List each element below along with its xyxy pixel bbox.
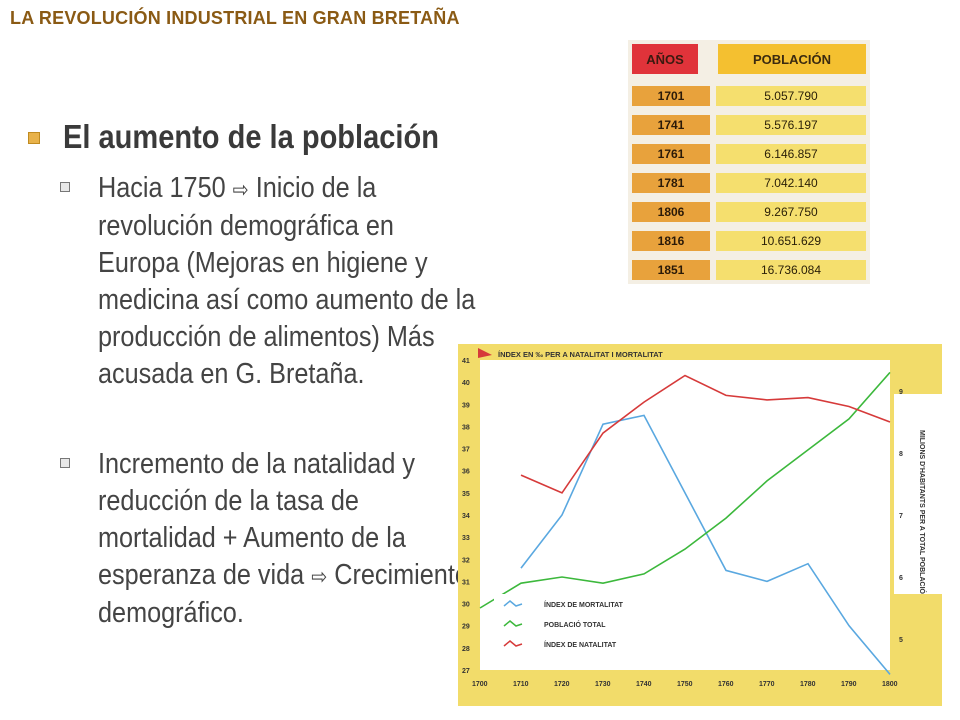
- chart-title: ÍNDEX EN ‰ PER A NATALITAT I MORTALITAT: [498, 350, 663, 359]
- legend-label: ÍNDEX DE MORTALITAT: [544, 600, 624, 609]
- x-tick-label: 1770: [759, 681, 775, 688]
- y-tick-label: 30: [462, 602, 470, 609]
- series-line-1: [479, 371, 891, 609]
- y-tick-label: 33: [462, 535, 470, 542]
- table-row: 1816 10.651.629: [628, 231, 870, 251]
- y-tick-label-right: 8: [899, 451, 903, 458]
- cell-population: 7.042.140: [716, 173, 866, 193]
- right-axis: 9 8 7 6 5: [899, 389, 903, 644]
- x-tick-label: 1720: [554, 681, 570, 688]
- arrow-right-icon: ⇨: [311, 564, 328, 589]
- cell-year: 1781: [632, 173, 710, 193]
- y-tick-label: 32: [462, 557, 470, 564]
- sub-bullet-1-text-a: Hacia 1750: [98, 172, 233, 204]
- table-row: 1781 7.042.140: [628, 173, 870, 193]
- sub-bullet-2-text: Incremento de la natalidad y reducción d…: [98, 446, 481, 632]
- cell-year: 1806: [632, 202, 710, 222]
- x-tick-label: 1790: [841, 681, 857, 688]
- cell-population: 10.651.629: [716, 231, 866, 251]
- cell-year: 1761: [632, 144, 710, 164]
- arrow-right-icon: ⇨: [232, 177, 249, 202]
- legend-swatch: [503, 640, 523, 647]
- demography-chart: ÍNDEX EN ‰ PER A NATALITAT I MORTALITAT …: [458, 344, 942, 706]
- x-tick-label: 1780: [800, 681, 816, 688]
- y-tick-label: 35: [462, 491, 470, 498]
- x-tick-label: 1730: [595, 681, 611, 688]
- y-tick-label: 29: [462, 624, 470, 631]
- right-axis-label: MILIONS D'HABITANTS PER A TOTAL POBLACIÓ: [918, 430, 927, 595]
- x-tick-label: 1760: [718, 681, 734, 688]
- table-row: 1741 5.576.197: [628, 115, 870, 135]
- left-axis: 41 40 39 38 37 36 35 34 33 32 31 30 29 28 27: [462, 358, 470, 675]
- x-axis: 1700 1710 1720 1730 1740 1750 1760 1770 1780 1790…: [472, 681, 898, 688]
- y-tick-label: 28: [462, 646, 470, 653]
- series-line-2: [520, 374, 891, 494]
- sub-bullet-1-text: Hacia 1750 ⇨ Inicio de la revolución dem…: [98, 170, 481, 393]
- legend-label: POBLACIÓ TOTAL: [544, 620, 606, 629]
- y-tick-label-right: 5: [899, 637, 903, 644]
- legend-box: [494, 594, 674, 656]
- table-row: 1761 6.146.857: [628, 144, 870, 164]
- y-tick-label: 31: [462, 579, 470, 586]
- table-row: 1851 16.736.084: [628, 260, 870, 280]
- cell-population: 5.576.197: [716, 115, 866, 135]
- cell-population: 16.736.084: [716, 260, 866, 280]
- cell-year: 1701: [632, 86, 710, 106]
- legend-swatch: [503, 620, 523, 627]
- series-lines: [479, 371, 891, 675]
- chart-legend: ÍNDEX DE MORTALITAT POBLACIÓ TOTAL ÍNDEX D…: [494, 594, 674, 656]
- cell-population: 5.057.790: [716, 86, 866, 106]
- chart-svg: ÍNDEX EN ‰ PER A NATALITAT I MORTALITAT …: [458, 344, 942, 706]
- section-heading: El aumento de la población: [63, 118, 439, 155]
- y-tick-label: 39: [462, 402, 470, 409]
- cell-year: 1851: [632, 260, 710, 280]
- x-tick-label: 1710: [513, 681, 529, 688]
- y-tick-label: 27: [462, 668, 470, 675]
- x-tick-label: 1800: [882, 681, 898, 688]
- page-title: LA REVOLUCIÓN INDUSTRIAL EN GRAN BRETAÑA: [10, 8, 460, 28]
- population-table: AÑOS POBLACIÓN 1701 5.057.790 1741 5.576…: [628, 40, 870, 284]
- sub-bullet-2-text-b: Crecimiento demográfico.: [98, 559, 469, 629]
- legend-swatch: [503, 600, 523, 607]
- checkbox-bullet-icon: [60, 458, 70, 468]
- checkbox-bullet-icon: [60, 182, 70, 192]
- cell-population: 6.146.857: [716, 144, 866, 164]
- series-line-0: [520, 414, 891, 675]
- title-flag-icon: [478, 348, 492, 358]
- table-row: 1806 9.267.750: [628, 202, 870, 222]
- y-tick-label-right: 6: [899, 575, 903, 582]
- cell-year: 1741: [632, 115, 710, 135]
- legend-label: ÍNDEX DE NATALITAT: [544, 640, 617, 649]
- sub-bullet-2-text-a: Incremento de la natalidad y reducción d…: [98, 448, 415, 591]
- x-tick-label: 1700: [472, 681, 488, 688]
- y-tick-label: 36: [462, 469, 470, 476]
- bullet-square-icon: [28, 132, 40, 144]
- y-tick-label: 38: [462, 424, 470, 431]
- x-tick-label: 1740: [636, 681, 652, 688]
- y-tick-label-right: 9: [899, 389, 903, 396]
- cell-population: 9.267.750: [716, 202, 866, 222]
- sub-bullet-1-text-b: Inicio de la revolución demográfica en E…: [98, 172, 476, 390]
- x-tick-label: 1750: [677, 681, 693, 688]
- table-row: 1701 5.057.790: [628, 86, 870, 106]
- right-label-box: [894, 394, 942, 594]
- header-population: POBLACIÓN: [718, 44, 866, 74]
- y-tick-label: 37: [462, 447, 470, 454]
- y-tick-label: 40: [462, 380, 470, 387]
- y-tick-label-right: 7: [899, 513, 903, 520]
- header-years: AÑOS: [632, 44, 698, 74]
- y-tick-label: 41: [462, 358, 470, 365]
- y-tick-label: 34: [462, 513, 470, 520]
- cell-year: 1816: [632, 231, 710, 251]
